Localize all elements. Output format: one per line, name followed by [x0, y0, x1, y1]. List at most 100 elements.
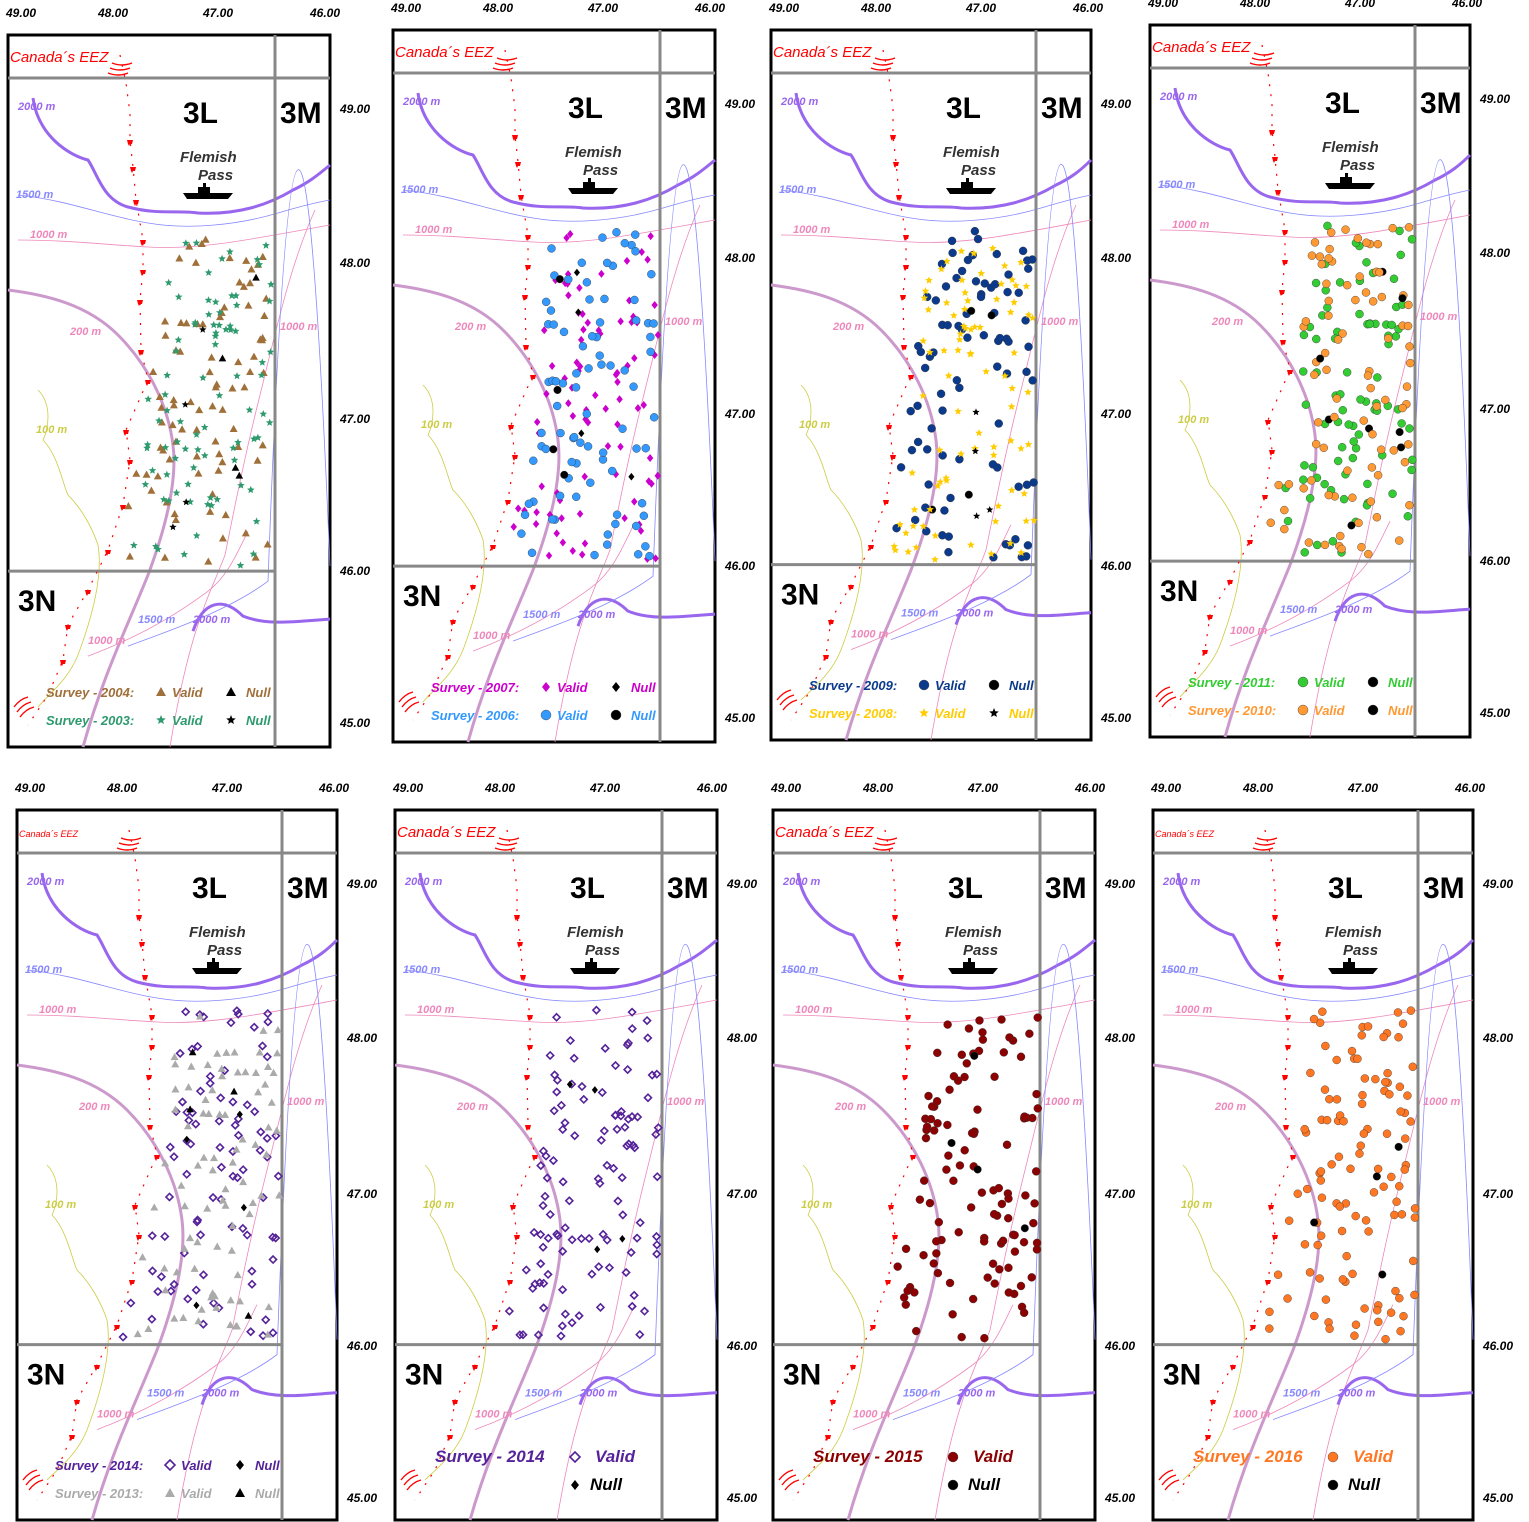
station-valid [210, 1292, 219, 1300]
legend-valid-symbol [1297, 704, 1309, 716]
station-valid [1373, 1306, 1382, 1315]
station-valid [216, 1162, 227, 1172]
station-valid [1324, 254, 1333, 263]
station-valid [1401, 1134, 1410, 1143]
eez-marker [886, 425, 892, 431]
station-valid [567, 457, 576, 467]
station-valid [1020, 1112, 1029, 1121]
isobath-2000m [794, 92, 1093, 210]
station-valid [552, 276, 559, 285]
station-valid [631, 230, 640, 239]
station-null [181, 400, 189, 408]
station-valid [629, 382, 638, 391]
division-label-3m: 3M [1041, 92, 1083, 125]
longitude-label: 49.00 [770, 781, 801, 795]
eez-marker [888, 1205, 894, 1211]
division-label-3l: 3L [1328, 872, 1363, 905]
station-valid [908, 468, 916, 477]
station-valid [1405, 501, 1414, 510]
station-valid [211, 332, 220, 340]
isobath-label: 1500 m [1161, 964, 1199, 976]
isobath-label: 1500 m [401, 184, 439, 196]
isobath-1500m [17, 194, 331, 227]
station-valid [205, 1078, 215, 1088]
station-valid [1347, 1046, 1357, 1056]
isobath-label: 2000 m [26, 876, 65, 888]
latitude-label: 48.00 [1100, 251, 1131, 265]
station-valid [567, 1235, 577, 1245]
station-valid [221, 1110, 230, 1119]
station-valid [229, 444, 238, 452]
map-frame [769, 28, 1093, 742]
eez-marker [123, 430, 129, 436]
station-valid [1337, 544, 1346, 554]
place-name-pass: Pass [1343, 942, 1378, 959]
station-valid [150, 1203, 159, 1211]
station-valid [1351, 1320, 1361, 1329]
isobath-1500m-south [136, 943, 338, 1421]
station-valid [195, 405, 204, 414]
station-valid [989, 244, 997, 252]
station-valid [944, 371, 953, 379]
eez-arc [496, 842, 518, 846]
station-valid [620, 238, 629, 248]
legend-valid-label: Valid [1314, 675, 1346, 690]
isobath-200m [1149, 278, 1318, 738]
station-valid [1406, 358, 1415, 368]
station-valid [214, 1116, 224, 1126]
station-valid [618, 1210, 628, 1220]
eez-marker [892, 915, 898, 921]
station-valid [989, 1209, 999, 1219]
station-valid [602, 540, 612, 549]
station-valid [226, 322, 234, 330]
station-valid [263, 540, 272, 548]
station-valid [144, 1324, 153, 1333]
eez-marker [905, 1015, 911, 1021]
eez-marker [505, 500, 511, 506]
station-valid [206, 507, 215, 515]
legend-null-symbol [226, 687, 236, 696]
isobath-label: 1000 m [417, 1004, 455, 1016]
station-valid [558, 514, 565, 523]
station-valid [1350, 1331, 1359, 1340]
isobath-label: 2000 m [957, 1388, 996, 1400]
station-valid [199, 1153, 208, 1161]
longitude-label: 46.00 [694, 1, 725, 15]
station-valid [1307, 251, 1317, 260]
isobath-label: 1000 m [30, 229, 68, 241]
station-valid [933, 1268, 943, 1278]
eez-arc [120, 837, 142, 841]
station-valid [257, 371, 266, 379]
isobath-label: 1000 m [665, 316, 703, 328]
station-valid [635, 1217, 645, 1228]
station-valid [233, 1270, 242, 1279]
latitude-label: 47.00 [1479, 402, 1510, 416]
station-valid [163, 406, 171, 414]
eez-arc [13, 696, 29, 708]
station-valid [161, 1159, 170, 1167]
station-valid [1030, 516, 1038, 524]
isobath-label: 1500 m [1280, 604, 1318, 616]
isobath-label: 1500 m [901, 608, 939, 620]
eez-arc [781, 1474, 797, 1486]
station-null [566, 1080, 573, 1089]
eez-marker [823, 655, 829, 661]
station-valid [1308, 463, 1318, 472]
station-valid [590, 550, 599, 560]
station-valid [182, 1169, 192, 1179]
station-valid [572, 492, 581, 502]
ship-icon [192, 958, 242, 974]
eez-arc [494, 62, 516, 66]
station-valid [977, 1188, 987, 1197]
station-valid [999, 1048, 1009, 1057]
station-valid [980, 279, 989, 288]
station-valid [612, 1124, 622, 1134]
latitude-label: 46.00 [1104, 1339, 1135, 1353]
station-valid [598, 1229, 608, 1239]
station-valid [556, 428, 565, 438]
latitude-label: 47.00 [1104, 1187, 1135, 1201]
station-valid [249, 550, 258, 558]
station-valid [599, 1126, 609, 1136]
station-valid [899, 1293, 909, 1302]
station-valid [185, 242, 194, 250]
